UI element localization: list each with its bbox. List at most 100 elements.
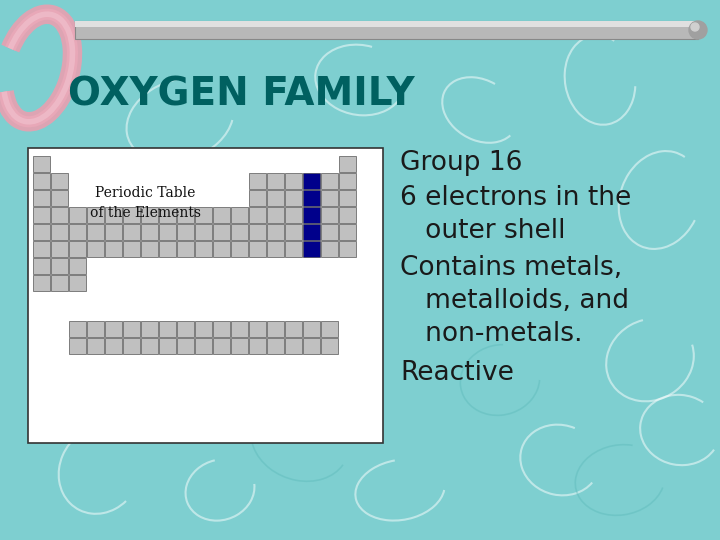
Bar — [249, 321, 266, 337]
Bar — [321, 207, 338, 223]
Bar — [69, 258, 86, 274]
Bar — [51, 275, 68, 291]
Bar — [321, 173, 338, 189]
Bar — [195, 338, 212, 354]
Bar — [267, 338, 284, 354]
Bar — [69, 207, 86, 223]
Bar — [231, 224, 248, 240]
Bar — [213, 224, 230, 240]
Bar — [321, 224, 338, 240]
Bar — [69, 338, 86, 354]
Bar — [285, 207, 302, 223]
Bar — [75, 21, 698, 28]
Bar — [33, 173, 50, 189]
Bar — [267, 321, 284, 337]
Bar — [249, 190, 266, 206]
Circle shape — [689, 21, 707, 39]
Bar — [267, 224, 284, 240]
Bar — [321, 321, 338, 337]
Bar — [141, 241, 158, 257]
Bar — [339, 173, 356, 189]
Bar — [105, 224, 122, 240]
Bar — [339, 241, 356, 257]
Bar — [195, 224, 212, 240]
Bar — [87, 338, 104, 354]
Bar — [51, 258, 68, 274]
Bar — [267, 241, 284, 257]
Bar — [231, 321, 248, 337]
Bar — [195, 321, 212, 337]
Bar — [339, 207, 356, 223]
Bar — [249, 173, 266, 189]
Bar — [33, 156, 50, 172]
Bar — [303, 321, 320, 337]
Bar — [87, 224, 104, 240]
Bar — [321, 338, 338, 354]
Bar — [177, 241, 194, 257]
Text: 6 electrons in the
   outer shell: 6 electrons in the outer shell — [400, 185, 631, 244]
Bar — [177, 338, 194, 354]
Bar — [69, 275, 86, 291]
Bar — [105, 207, 122, 223]
Bar — [249, 207, 266, 223]
Bar — [267, 207, 284, 223]
Bar — [69, 321, 86, 337]
Bar — [285, 321, 302, 337]
Bar — [231, 241, 248, 257]
Bar — [285, 224, 302, 240]
Bar — [213, 338, 230, 354]
Bar — [285, 338, 302, 354]
Bar — [123, 338, 140, 354]
Text: Group 16: Group 16 — [400, 150, 523, 176]
Bar — [105, 241, 122, 257]
Bar — [267, 190, 284, 206]
Bar — [69, 224, 86, 240]
Bar — [75, 21, 698, 39]
Bar — [123, 321, 140, 337]
Bar — [141, 338, 158, 354]
Bar — [159, 207, 176, 223]
Bar — [33, 207, 50, 223]
Bar — [303, 207, 320, 223]
Bar — [195, 207, 212, 223]
Bar — [267, 173, 284, 189]
Bar — [51, 207, 68, 223]
Bar — [33, 258, 50, 274]
Bar — [213, 207, 230, 223]
Bar — [33, 224, 50, 240]
Bar — [303, 224, 320, 240]
Bar — [249, 338, 266, 354]
Bar — [69, 241, 86, 257]
Bar — [177, 321, 194, 337]
Bar — [33, 241, 50, 257]
Bar — [51, 224, 68, 240]
Bar — [141, 321, 158, 337]
Bar — [249, 224, 266, 240]
Text: Contains metals,
   metalloids, and
   non-metals.: Contains metals, metalloids, and non-met… — [400, 255, 629, 347]
Bar — [123, 224, 140, 240]
Bar — [339, 190, 356, 206]
Bar — [339, 156, 356, 172]
Bar — [33, 190, 50, 206]
Bar — [87, 207, 104, 223]
Bar — [87, 321, 104, 337]
Bar — [303, 173, 320, 189]
Bar — [213, 321, 230, 337]
Bar — [213, 241, 230, 257]
Bar — [159, 224, 176, 240]
Bar — [105, 321, 122, 337]
Bar — [51, 173, 68, 189]
Bar — [123, 207, 140, 223]
Bar — [28, 148, 383, 443]
Bar — [105, 338, 122, 354]
Bar — [177, 207, 194, 223]
Bar — [159, 321, 176, 337]
Bar — [33, 275, 50, 291]
Circle shape — [691, 23, 699, 31]
Bar — [285, 190, 302, 206]
Text: Periodic Table
of the Elements: Periodic Table of the Elements — [90, 186, 201, 220]
Bar — [123, 241, 140, 257]
Bar — [51, 190, 68, 206]
Bar — [321, 190, 338, 206]
Bar — [285, 173, 302, 189]
